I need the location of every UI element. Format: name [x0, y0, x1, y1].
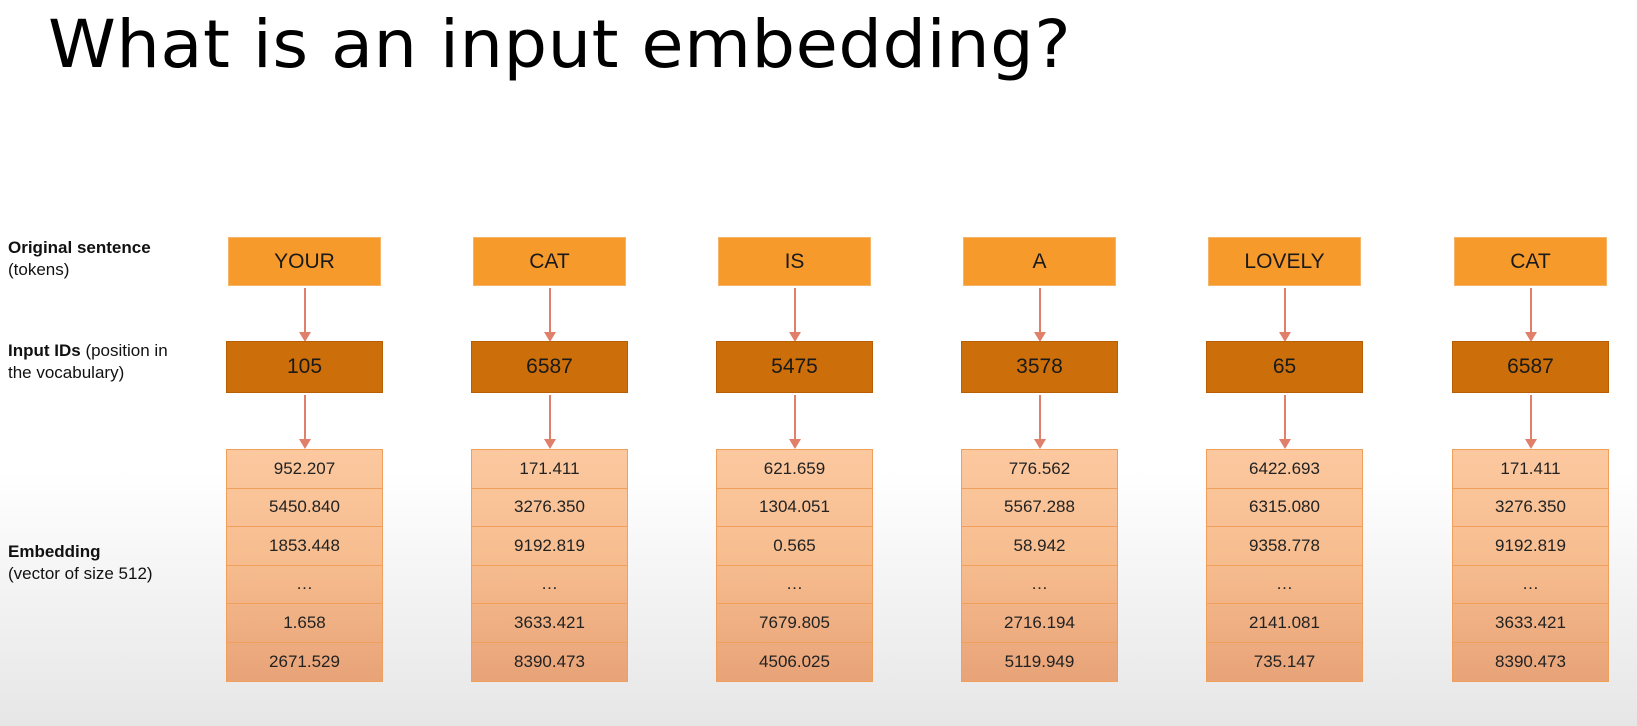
row-label-original-sentence: Original sentence (tokens) — [8, 237, 151, 281]
arrow-down-icon — [1034, 395, 1046, 449]
embedding-value: 735.147 — [1253, 651, 1316, 671]
embedding-value: 1304.051 — [717, 489, 872, 527]
arrow-down-icon — [544, 288, 556, 342]
row-label-original-sentence-sub: (tokens) — [8, 260, 70, 279]
row-label-embedding: Embedding (vector of size 512) — [8, 541, 153, 585]
token-box: A — [963, 237, 1116, 286]
embedding-value: … — [717, 566, 872, 604]
embedding-value: 2716.194 — [962, 604, 1117, 643]
embedding-value: 952.207 — [227, 450, 382, 489]
arrow-down-icon — [299, 395, 311, 449]
embedding-value: 3633.421 — [472, 604, 627, 643]
embedding-value: 8390.473 — [1495, 651, 1566, 671]
embedding-vector: 171.411 3276.350 9192.819… 3633.421 8390.473 — [1452, 449, 1609, 682]
arrow-down-icon — [1034, 288, 1046, 342]
token-column: YOUR 105 952.207 5450.840 1853.448… 1.658 2671… — [226, 0, 383, 726]
token-box: LOVELY — [1208, 237, 1361, 286]
embedding-value: 776.562 — [962, 450, 1117, 489]
embedding-value: … — [962, 566, 1117, 604]
embedding-value: 171.411 — [1453, 450, 1608, 489]
embedding-value: … — [227, 566, 382, 604]
embedding-value: 621.659 — [717, 450, 872, 489]
embedding-value: 3633.421 — [1453, 604, 1608, 643]
token-column: CAT 6587 171.411 3276.350 9192.819… 3633.421 8… — [1452, 0, 1609, 726]
embedding-value: 5450.840 — [227, 489, 382, 527]
embedding-vector: 621.659 1304.051 0.565… 7679.805 4506.025 — [716, 449, 873, 682]
embedding-value: 2141.081 — [1207, 604, 1362, 643]
embedding-vector: 6422.693 6315.080 9358.778… 2141.081 735.147 — [1206, 449, 1363, 682]
arrow-down-icon — [789, 395, 801, 449]
row-label-original-sentence-bold: Original sentence — [8, 238, 151, 257]
slide-title: What is an input embedding? — [48, 6, 1072, 83]
embedding-value: 5119.949 — [1004, 651, 1075, 671]
arrow-down-icon — [1279, 395, 1291, 449]
embedding-value: 5567.288 — [962, 489, 1117, 527]
embedding-value: 6315.080 — [1207, 489, 1362, 527]
embedding-value: 7679.805 — [717, 604, 872, 643]
embedding-value: 9192.819 — [1453, 527, 1608, 566]
arrow-down-icon — [789, 288, 801, 342]
embedding-value: 171.411 — [472, 450, 627, 489]
embedding-value: 4506.025 — [759, 651, 830, 671]
row-label-input-ids: Input IDs (position in the vocabulary) — [8, 340, 193, 384]
token-box: CAT — [473, 237, 626, 286]
embedding-value: 3276.350 — [472, 489, 627, 527]
arrow-down-icon — [1279, 288, 1291, 342]
embedding-value: … — [1207, 566, 1362, 604]
embedding-value: 1853.448 — [227, 527, 382, 566]
embedding-vector: 171.411 3276.350 9192.819… 3633.421 8390.473 — [471, 449, 628, 682]
embedding-value: … — [1453, 566, 1608, 604]
embedding-value: 2671.529 — [269, 651, 340, 671]
input-id-box: 3578 — [961, 341, 1118, 393]
input-id-box: 105 — [226, 341, 383, 393]
arrow-down-icon — [1525, 288, 1537, 342]
row-label-embedding-bold: Embedding — [8, 542, 101, 561]
arrow-down-icon — [544, 395, 556, 449]
embedding-value: 0.565 — [717, 527, 872, 566]
row-label-embedding-sub: (vector of size 512) — [8, 564, 153, 583]
token-column: CAT 6587 171.411 3276.350 9192.819… 3633.421 8… — [471, 0, 628, 726]
input-id-box: 6587 — [1452, 341, 1609, 393]
embedding-value: 1.658 — [227, 604, 382, 643]
embedding-value: 8390.473 — [514, 651, 585, 671]
input-id-box: 5475 — [716, 341, 873, 393]
token-column: A 3578 776.562 5567.288 58.942… 2716.194 5119.… — [961, 0, 1118, 726]
input-id-box: 6587 — [471, 341, 628, 393]
embedding-value: 58.942 — [962, 527, 1117, 566]
embedding-value: 3276.350 — [1453, 489, 1608, 527]
token-box: YOUR — [228, 237, 381, 286]
embedding-vector: 952.207 5450.840 1853.448… 1.658 2671.529 — [226, 449, 383, 682]
embedding-value: 9192.819 — [472, 527, 627, 566]
embedding-value: 9358.778 — [1207, 527, 1362, 566]
row-label-input-ids-sub: (position in the vocabulary) — [8, 341, 168, 382]
token-column: IS 5475 621.659 1304.051 0.565… 7679.805 4506.… — [716, 0, 873, 726]
embedding-value: 6422.693 — [1207, 450, 1362, 489]
arrow-down-icon — [1525, 395, 1537, 449]
token-column: LOVELY 65 6422.693 6315.080 9358.778… 2141.08… — [1206, 0, 1363, 726]
arrow-down-icon — [299, 288, 311, 342]
row-label-input-ids-bold: Input IDs — [8, 341, 81, 360]
input-id-box: 65 — [1206, 341, 1363, 393]
embedding-value: … — [472, 566, 627, 604]
embedding-vector: 776.562 5567.288 58.942… 2716.194 5119.949 — [961, 449, 1118, 682]
token-box: CAT — [1454, 237, 1607, 286]
token-box: IS — [718, 237, 871, 286]
